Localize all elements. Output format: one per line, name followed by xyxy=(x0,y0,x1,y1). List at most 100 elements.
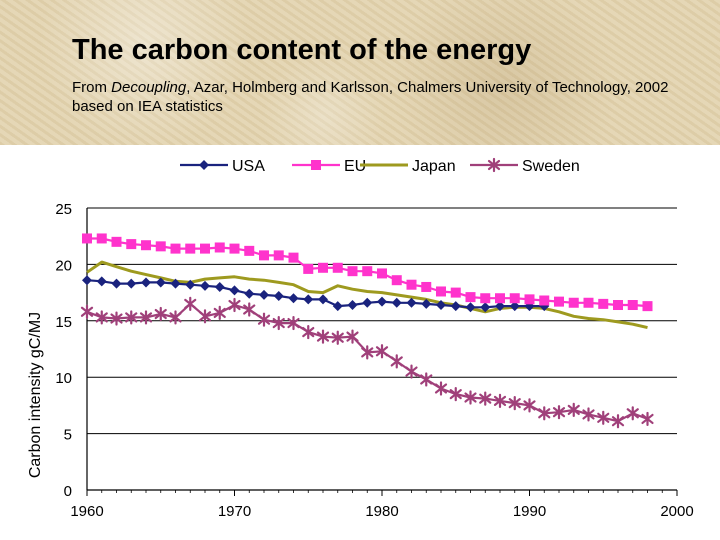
point-eu-1969 xyxy=(214,242,225,253)
point-eu-1973 xyxy=(273,250,284,261)
point-sweden-1998 xyxy=(641,411,654,427)
point-sweden-1981-stroke-2 xyxy=(390,356,403,367)
point-sweden-1985-stroke-2 xyxy=(449,389,462,400)
point-sweden-1988-stroke-2 xyxy=(493,395,507,406)
series-line-usa xyxy=(86,279,545,309)
point-sweden-1964-stroke-2 xyxy=(139,312,153,323)
point-sweden-1977-stroke-2 xyxy=(331,332,344,343)
chart-axes: 0 5 10 15 20 25 1960 1970 1980 1990 2000 xyxy=(55,201,693,520)
point-sweden-1982 xyxy=(405,364,418,379)
point-sweden-1989 xyxy=(508,396,521,411)
point-usa-1969 xyxy=(214,281,225,292)
point-sweden-1998-stroke-2 xyxy=(641,413,654,425)
point-usa-1988 xyxy=(495,301,505,312)
point-eu-1988 xyxy=(495,293,505,304)
point-usa-1971 xyxy=(244,288,255,299)
point-sweden-1991-stroke-2 xyxy=(538,408,551,419)
point-sweden-1997 xyxy=(626,406,639,421)
point-sweden-1977 xyxy=(331,330,344,345)
point-sweden-1971-stroke-2 xyxy=(243,304,256,315)
point-sweden-1968-stroke-2 xyxy=(198,311,212,322)
point-sweden-1996-stroke-2 xyxy=(611,416,625,427)
x-tick-label-4: 2000 xyxy=(660,503,693,520)
point-sweden-1987-stroke-2 xyxy=(479,393,492,404)
legend-marker-sweden xyxy=(487,157,501,173)
point-eu-1984 xyxy=(436,286,446,297)
point-usa-1983 xyxy=(421,298,432,309)
legend-item-usa: USA xyxy=(180,158,265,175)
point-sweden-1976-stroke-2 xyxy=(316,331,330,342)
point-sweden-1994-stroke-2 xyxy=(582,409,595,420)
page-title: The carbon content of the energy xyxy=(72,34,532,66)
legend-marker-sweden-stroke-2 xyxy=(487,159,501,171)
series-line-japan xyxy=(86,260,648,330)
point-sweden-1976 xyxy=(316,329,330,344)
point-sweden-1972-stroke-2 xyxy=(257,314,271,325)
point-usa-1960 xyxy=(82,275,92,286)
point-eu-1980 xyxy=(377,268,387,279)
point-sweden-1962-stroke-2 xyxy=(110,313,123,324)
point-usa-1981 xyxy=(391,297,402,308)
point-eu-1968 xyxy=(200,243,210,254)
point-sweden-1960-stroke-2 xyxy=(80,306,94,317)
point-sweden-1992-stroke-2 xyxy=(552,407,566,418)
y-tick-label-3: 15 xyxy=(55,314,72,331)
point-eu-1970 xyxy=(229,243,240,254)
series-eu xyxy=(82,233,653,312)
point-sweden-1978-stroke-2 xyxy=(346,331,359,342)
point-eu-1979 xyxy=(362,266,373,277)
point-eu-1966 xyxy=(170,243,181,254)
point-usa-1990 xyxy=(524,301,535,312)
point-sweden-1974-stroke-2 xyxy=(287,317,300,329)
point-usa-1970 xyxy=(229,285,240,296)
x-tick-label-0: 1960 xyxy=(70,503,103,520)
point-usa-1984 xyxy=(436,300,446,311)
point-sweden-1961-stroke-2 xyxy=(95,312,108,323)
point-usa-1967 xyxy=(185,279,196,290)
point-eu-1963 xyxy=(126,239,137,250)
y-tick-label-5: 25 xyxy=(55,201,72,218)
point-sweden-1993 xyxy=(567,402,580,418)
point-sweden-1986 xyxy=(464,390,477,405)
point-sweden-1990-stroke-2 xyxy=(523,400,536,411)
point-sweden-1991 xyxy=(538,406,551,421)
point-sweden-1997-stroke-2 xyxy=(626,408,639,419)
point-sweden-1995 xyxy=(597,410,610,425)
point-usa-1980 xyxy=(377,296,387,307)
point-eu-1962 xyxy=(111,236,122,247)
point-sweden-1967-stroke-2 xyxy=(184,298,197,309)
point-eu-1996 xyxy=(613,300,623,311)
point-eu-1994 xyxy=(583,297,594,308)
legend-marker-usa xyxy=(199,160,209,170)
y-tick-label-0: 0 xyxy=(64,483,72,500)
point-sweden-1978 xyxy=(346,329,359,344)
point-sweden-1995-stroke-2 xyxy=(597,412,610,423)
point-usa-1975 xyxy=(303,294,314,305)
point-usa-1962 xyxy=(111,278,122,289)
point-sweden-1980 xyxy=(375,344,389,359)
point-eu-1974 xyxy=(288,252,299,263)
point-eu-1961 xyxy=(96,233,107,244)
point-usa-1986 xyxy=(465,302,476,313)
point-usa-1982 xyxy=(406,297,417,308)
point-eu-1972 xyxy=(259,250,269,261)
point-sweden-1996 xyxy=(611,414,625,429)
point-sweden-1970 xyxy=(228,297,241,313)
y-tick-label-2: 10 xyxy=(55,370,72,387)
point-usa-1987 xyxy=(480,302,491,313)
point-sweden-1963 xyxy=(125,310,138,325)
point-eu-1977 xyxy=(332,262,343,273)
series-japan xyxy=(86,260,648,330)
x-tick-label-1: 1970 xyxy=(218,503,251,520)
x-tick-label-3: 1990 xyxy=(513,503,546,520)
point-sweden-1983-stroke-2 xyxy=(420,374,433,385)
point-sweden-1971 xyxy=(243,302,256,317)
point-eu-1991 xyxy=(539,295,550,306)
point-eu-1965 xyxy=(155,241,166,252)
point-sweden-1987 xyxy=(479,391,492,406)
point-usa-1966 xyxy=(170,278,181,289)
point-sweden-1970-stroke-2 xyxy=(228,299,241,311)
legend-label-usa: USA xyxy=(232,158,265,175)
point-eu-1964 xyxy=(141,240,151,251)
point-usa-1976 xyxy=(318,294,328,305)
